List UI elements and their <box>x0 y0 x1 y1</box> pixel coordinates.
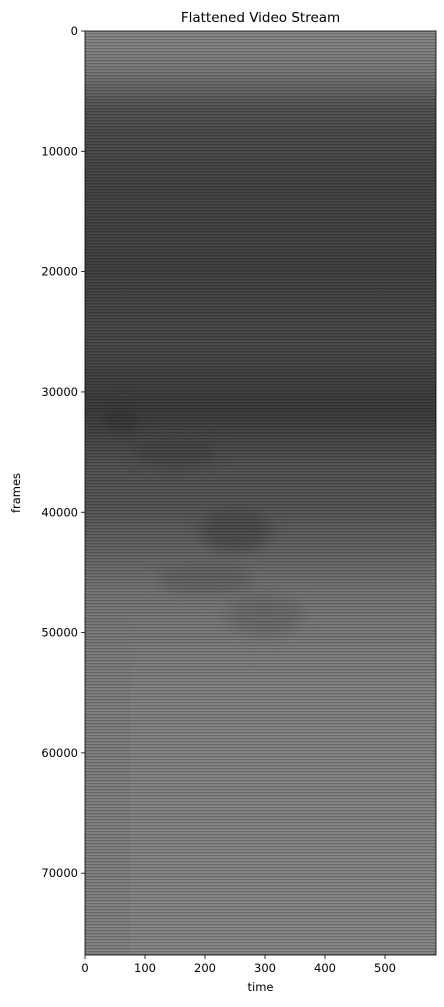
y-tick-label: 0 <box>71 24 78 38</box>
chart-title: Flattened Video Stream <box>181 10 340 26</box>
x-tick-label: 200 <box>194 961 216 975</box>
x-tick-label: 0 <box>81 961 88 975</box>
y-tick-label: 10000 <box>41 144 78 158</box>
plot-frame <box>84 30 437 956</box>
y-tick-label: 30000 <box>41 385 78 399</box>
x-axis: 0 100 200 300 400 500 <box>81 955 396 975</box>
y-tick-label: 20000 <box>41 265 78 279</box>
heatmap-scanlines <box>85 31 436 955</box>
x-tick-label: 100 <box>134 961 156 975</box>
y-axis: 0 10000 20000 30000 40000 50000 60000 70000 <box>41 24 85 880</box>
x-tick-label: 400 <box>314 961 336 975</box>
y-tick-label: 70000 <box>41 866 78 880</box>
y-tick-label: 60000 <box>41 746 78 760</box>
y-axis-label: frames <box>9 473 23 513</box>
heatmap-image <box>85 31 436 955</box>
x-axis-label: time <box>248 980 274 994</box>
x-tick-label: 500 <box>374 961 396 975</box>
y-tick-label: 40000 <box>41 505 78 519</box>
y-tick-label: 50000 <box>41 626 78 640</box>
x-tick-label: 300 <box>254 961 276 975</box>
